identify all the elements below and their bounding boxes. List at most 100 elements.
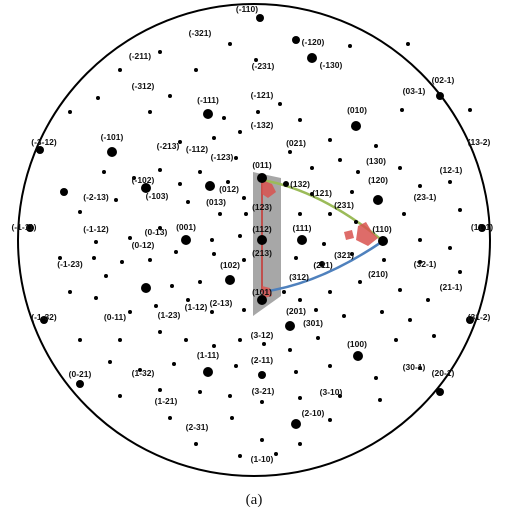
pole-dot [242, 258, 246, 262]
pole-label: (32-1) [414, 259, 437, 269]
pole-dot [406, 42, 410, 46]
pole-dot [350, 252, 354, 256]
pole-dot [203, 367, 213, 377]
pole-dot [212, 344, 216, 348]
pole-dot [78, 210, 82, 214]
pole-dot [283, 181, 289, 187]
pole-dot [194, 68, 198, 72]
pole-dot [328, 212, 332, 216]
pole-label: (0-13) [145, 227, 168, 237]
pole-dot [118, 68, 122, 72]
pole-dot [128, 236, 132, 240]
pole-label: (0-11) [104, 312, 126, 322]
pole-dot [172, 362, 176, 366]
pole-dot [468, 108, 472, 112]
pole-label: (130) [366, 156, 386, 166]
pole-label: (11-1) [471, 222, 493, 232]
pole-dot [186, 298, 190, 302]
pole-dot [436, 92, 444, 100]
pole-label: (211) [313, 260, 333, 270]
pole-label: (1-11) [197, 350, 219, 360]
pole-dot [274, 452, 278, 456]
pole-dot [373, 195, 383, 205]
pole-dot [114, 198, 118, 202]
pole-dot [418, 238, 422, 242]
pole-dot [244, 212, 248, 216]
pole-dot [40, 316, 48, 324]
pole-dot [170, 284, 174, 288]
pole-dot [418, 184, 422, 188]
pole-label: (-121) [251, 90, 274, 100]
pole-dot [94, 240, 98, 244]
pole-dot [298, 298, 302, 302]
pole-dot [118, 394, 122, 398]
pole-dot [328, 418, 332, 422]
pole-label: (-3-12) [31, 137, 57, 147]
pole-label: (-1-32) [31, 312, 57, 322]
pole-label: (03-1) [403, 86, 426, 96]
pole-dot [174, 250, 178, 254]
pole-label: (321) [334, 250, 354, 260]
pole-dot [426, 298, 430, 302]
pole-dot [298, 118, 302, 122]
pole-dot [238, 234, 242, 238]
pole-label: (-110) [236, 4, 258, 14]
pole-label: (2-13) [210, 298, 233, 308]
pole-label: (-312) [132, 81, 155, 91]
pole-dot [342, 314, 346, 318]
pole-dot [307, 53, 317, 63]
pole-dot [210, 310, 214, 314]
pole-dot [354, 220, 358, 224]
pole-dot [328, 138, 332, 142]
pole-dot [78, 338, 82, 342]
pole-label: (-112) [186, 144, 208, 154]
pole-label: (110) [372, 224, 392, 234]
pole-label: (101) [252, 287, 272, 297]
pole-dot [258, 371, 266, 379]
pole-dot [68, 290, 72, 294]
blue-edge [261, 239, 384, 294]
pole-label: (-2-13) [83, 192, 109, 202]
pole-dot [418, 260, 422, 264]
projection-circle [17, 3, 491, 477]
pole-dot [225, 275, 235, 285]
pole-dot [257, 235, 267, 245]
pole-dot [168, 94, 172, 98]
pole-label: (011) [252, 160, 272, 170]
pole-label: (210) [368, 269, 388, 279]
pole-label: (201) [286, 306, 306, 316]
pole-dot [310, 192, 314, 196]
pole-label: (0-21) [69, 369, 92, 379]
pole-dot [218, 212, 222, 216]
pole-dot [118, 338, 122, 342]
pole-dot [168, 416, 172, 420]
pole-dot [298, 442, 302, 446]
pole-dot [158, 330, 162, 334]
pole-dot [76, 380, 84, 388]
pole-dot [314, 308, 318, 312]
pole-dot [298, 396, 302, 400]
pole-dot [254, 58, 258, 62]
pole-dot [141, 283, 151, 293]
pole-dot [458, 270, 462, 274]
pole-dot [148, 110, 152, 114]
pole-label: (213) [252, 248, 272, 258]
pole-label: (-132) [251, 120, 274, 130]
pole-dot [394, 338, 398, 342]
pole-dot [356, 170, 360, 174]
pole-dot [234, 364, 238, 368]
pole-label: (3-21) [252, 386, 275, 396]
pole-dot [128, 310, 132, 314]
pole-dot [380, 310, 384, 314]
pole-dot [260, 438, 264, 442]
pole-dot [278, 102, 282, 106]
pole-dot [104, 274, 108, 278]
pole-dot [374, 376, 378, 380]
pole-dot [298, 212, 302, 216]
pole-label: (2-31) [186, 422, 209, 432]
pole-dot [291, 419, 301, 429]
pole-dot [228, 394, 232, 398]
pole-dot [402, 212, 406, 216]
pole-dot [257, 173, 267, 183]
pole-label: (111) [293, 223, 312, 233]
